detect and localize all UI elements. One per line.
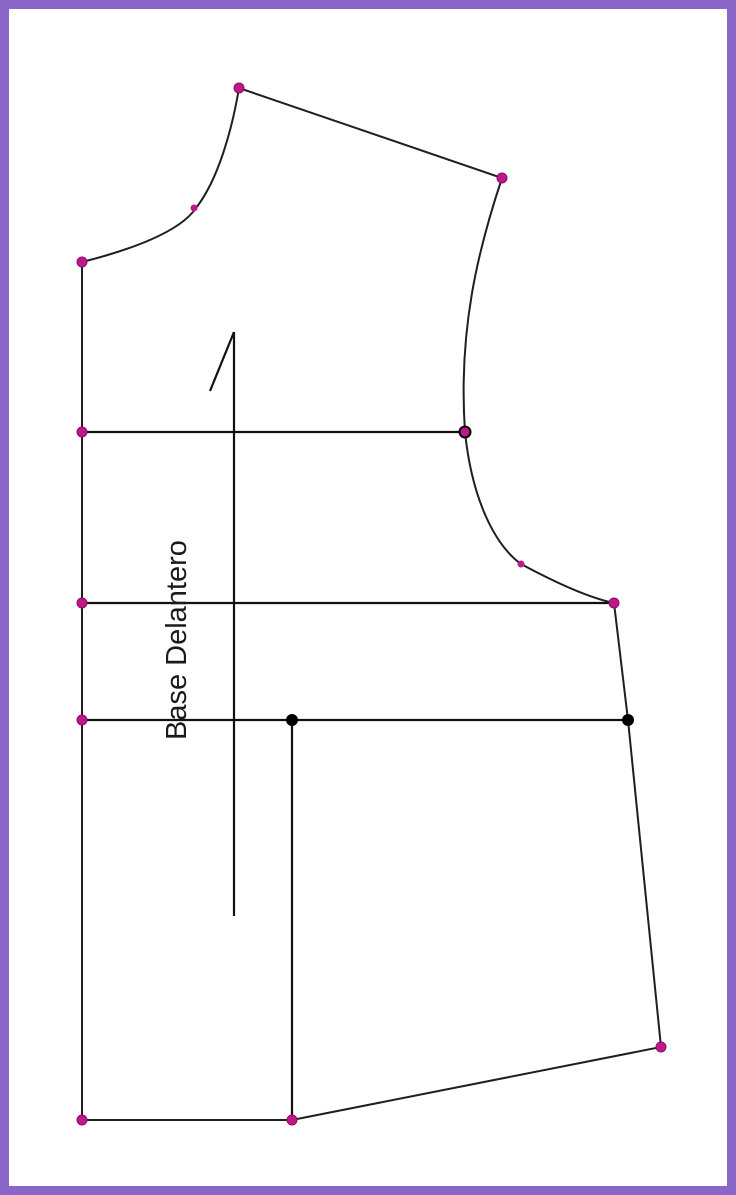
grain-line-arrowhead [208, 331, 236, 392]
pattern-points [76, 82, 667, 1126]
point-dart-hem[interactable] [286, 1114, 298, 1126]
point-shoulder-tip[interactable] [496, 172, 508, 184]
point-dart-waist[interactable] [286, 714, 298, 726]
point-side-hem[interactable] [655, 1041, 667, 1053]
point-side-waist[interactable] [622, 714, 634, 726]
point-neck-curve-control[interactable] [190, 204, 198, 212]
point-neck-shoulder[interactable] [233, 82, 245, 94]
point-center-neck[interactable] [76, 256, 88, 268]
point-center-waist[interactable] [76, 714, 88, 726]
point-armhole-mid[interactable] [458, 425, 472, 439]
point-armhole-curve-control[interactable] [517, 560, 525, 568]
intersection-points [286, 714, 634, 726]
point-side-underarm[interactable] [608, 597, 620, 609]
point-center-hem[interactable] [76, 1114, 88, 1126]
point-center-underarm[interactable] [76, 597, 88, 609]
point-center-bust[interactable] [76, 426, 88, 438]
piece-label: Base Delantero [161, 540, 193, 740]
